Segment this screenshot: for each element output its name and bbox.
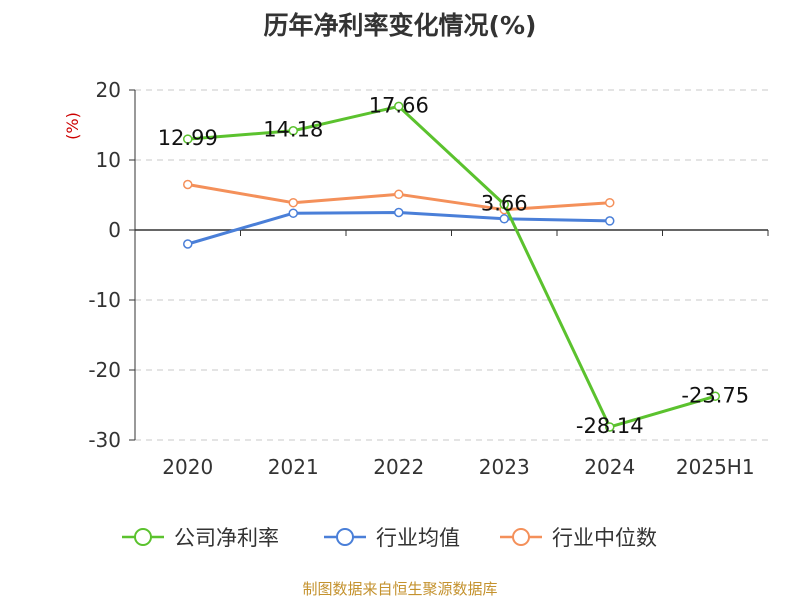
series-line-0 — [187, 104, 716, 429]
axes: 20 10 0 -10 -20 -30 2020 2021 2022 2023 2024 2025H1 — [88, 78, 769, 479]
data-point — [605, 216, 615, 226]
y-tick-label: -10 — [88, 288, 121, 312]
data-point — [183, 134, 193, 144]
y-tick-label: 0 — [108, 218, 121, 242]
data-label: -28.14 — [576, 414, 644, 438]
data-point — [499, 214, 509, 224]
data-point — [394, 189, 404, 200]
data-point — [183, 179, 193, 190]
gridlines — [135, 89, 768, 441]
x-tick-label: 2022 — [373, 455, 424, 479]
data-point — [394, 207, 404, 218]
y-tick-label: -30 — [88, 428, 121, 452]
legend-marker — [512, 528, 530, 546]
legend-label: 行业均值 — [376, 526, 460, 550]
data-label: 17.66 — [369, 93, 429, 117]
y-tick-label: 10 — [96, 148, 121, 172]
data-point — [605, 422, 615, 432]
x-tick-label: 2020 — [162, 455, 213, 479]
data-point — [605, 197, 615, 208]
data-point — [288, 208, 298, 218]
data-label: 3.66 — [481, 191, 528, 215]
data-point — [288, 197, 298, 208]
legend-item[interactable]: 行业中位数 — [500, 526, 657, 550]
legend-label: 公司净利率 — [174, 526, 279, 550]
legend-label: 行业中位数 — [552, 526, 657, 550]
legend-marker — [134, 528, 152, 546]
legend-item[interactable]: 公司净利率 — [122, 526, 279, 550]
data-point — [394, 101, 404, 112]
data-labels: 12.99 14.18 17.66 3.66 -28.14 -23.75 — [158, 93, 749, 438]
y-axis-label: (%) — [63, 112, 82, 140]
x-tick-label: 2025H1 — [676, 455, 755, 479]
series-lines — [183, 101, 720, 432]
data-label: 12.99 — [158, 126, 218, 150]
legend[interactable]: 公司净利率 行业均值 行业中位数 — [122, 526, 657, 550]
y-tick-label: -20 — [88, 358, 121, 382]
y-tick-label: 20 — [96, 78, 121, 102]
source-note: 制图数据来自恒生聚源数据库 — [302, 580, 497, 598]
x-tick-label: 2021 — [268, 455, 319, 479]
data-point — [710, 391, 720, 401]
x-tick-label: 2024 — [584, 455, 635, 479]
legend-item[interactable]: 行业均值 — [324, 526, 460, 550]
legend-marker — [336, 528, 354, 546]
data-point — [183, 239, 193, 249]
data-point — [288, 125, 298, 136]
data-point — [499, 199, 509, 210]
chart-title: 历年净利率变化情况(%) — [264, 11, 537, 40]
x-tick-label: 2023 — [479, 455, 530, 479]
data-label: -23.75 — [681, 383, 749, 407]
data-label: 14.18 — [263, 118, 323, 142]
